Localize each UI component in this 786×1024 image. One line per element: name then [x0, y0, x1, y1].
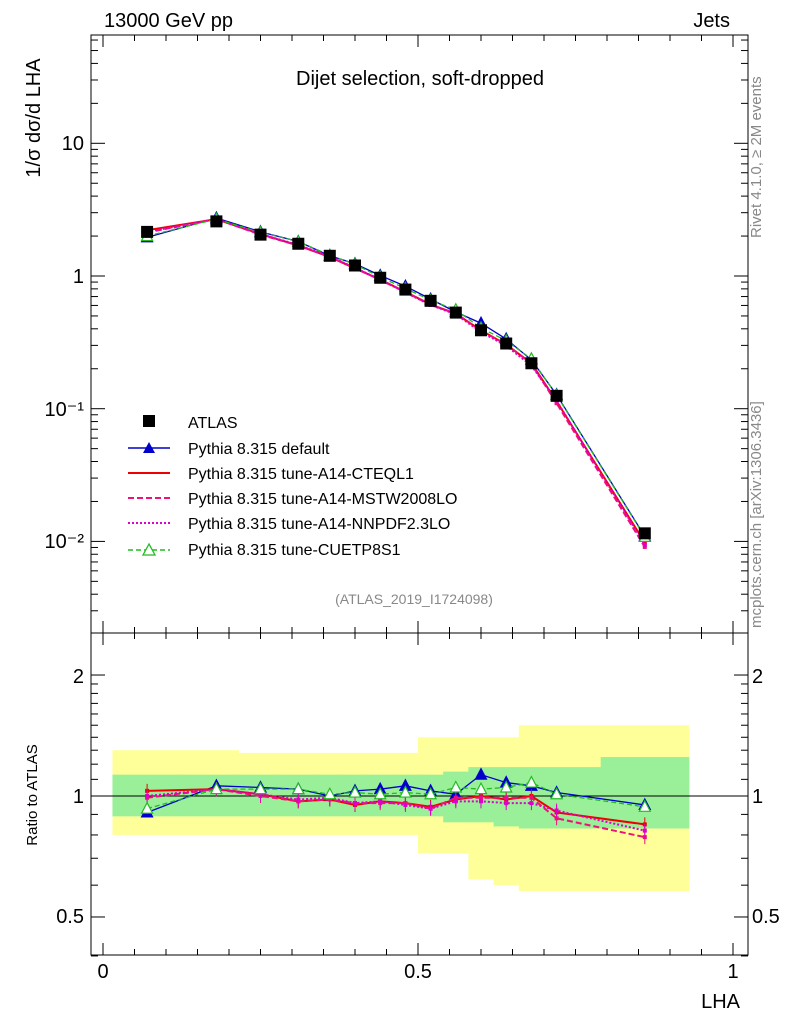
main-ylabel: 1/σ dσ/d LHA	[23, 58, 45, 178]
ratio-point-pythia-8-315-tune-cuetp8s1-3	[291, 781, 305, 795]
legend-label-atlas: ATLAS	[188, 415, 238, 432]
legend-label-default: Pythia 8.315 default	[188, 441, 330, 458]
main-tick-0.1: 10⁻¹	[45, 399, 85, 421]
data-point-atlas-10	[475, 324, 487, 337]
legend-marker-atlas	[143, 415, 155, 427]
ratio-point-pythia-8-315-tune-cuetp8s1-9	[449, 780, 463, 793]
ratio-frame	[90, 632, 749, 956]
data-point-atlas-5	[349, 259, 361, 272]
ratio-ylabel: Ratio to ATLAS	[24, 744, 41, 845]
side-label-top: Rivet 4.1.0, ≥ 2M events	[748, 76, 765, 238]
ratio-tick-0.5-right: 0.5	[752, 906, 780, 928]
analysis-id: (ATLAS_2019_I1724098)	[335, 591, 493, 607]
data-point-atlas-14	[638, 527, 651, 540]
x-axis-label: LHA	[701, 991, 741, 1013]
x-tick-0.5: 0.5	[404, 961, 432, 983]
ratio-tick-1-left: 1	[73, 786, 84, 808]
main-line-pythia-8-315-tune-cuetp8s1	[146, 218, 646, 538]
ratio-point-pythia-8-315-tune-cuetp8s1-14	[638, 799, 652, 812]
data-point-atlas-0	[141, 225, 154, 238]
ratio-point-pythia-8-315-tune-cuetp8s1-13	[550, 786, 564, 800]
legend-marker-cuetp8s1	[141, 542, 157, 556]
ratio-point-pythia-8-315-tune-cuetp8s1-6	[373, 786, 387, 800]
legend-label-mstw: Pythia 8.315 tune-A14-MSTW2008LO	[188, 491, 457, 508]
main-point-pythia-8-315-tune-a14-cteql1-14	[642, 540, 647, 545]
header-left: 13000 GeV pp	[104, 10, 233, 32]
ratio-line-pythia-8-315-tune-cuetp8s1	[146, 781, 645, 810]
ratio-tick-2-left: 2	[73, 666, 84, 688]
main-tick-1: 1	[73, 266, 84, 288]
ratio-tick-0.5-left: 0.5	[56, 906, 84, 928]
ratio-point-pythia-8-315-tune-cuetp8s1-0	[140, 801, 154, 814]
main-point-pythia-8-315-tune-a14-mstw2008lo-13	[554, 401, 559, 406]
ratio-point-pythia-8-315-tune-cuetp8s1-10	[474, 781, 488, 795]
data-point-atlas-2	[254, 228, 267, 241]
data-point-atlas-3	[292, 237, 305, 250]
ratio-point-pythia-8-315-tune-cuetp8s1-8	[424, 786, 438, 800]
legend: ATLAS Pythia 8.315 default Pythia 8.315 …	[128, 415, 457, 559]
x-tick-0: 0	[97, 961, 108, 983]
data-point-atlas-11	[500, 337, 513, 350]
data-point-atlas-7	[399, 283, 412, 296]
ratio-point-pythia-8-315-tune-cuetp8s1-12	[524, 775, 538, 788]
legend-label-cuetp8s1: Pythia 8.315 tune-CUETP8S1	[188, 542, 401, 559]
main-line-pythia-8-315-default	[146, 217, 646, 537]
ratio-tick-1-right: 1	[752, 786, 763, 808]
data-point-atlas-8	[424, 294, 437, 307]
ratio-point-pythia-8-315-default-10	[474, 767, 488, 780]
ratio-tick-2-right: 2	[752, 666, 763, 688]
header-right: Jets	[693, 10, 730, 32]
side-label-bottom: mcplots.cern.ch [arXiv:1306.3436]	[748, 401, 765, 628]
ratio-line-pythia-8-315-tune-a14-mstw2008lo	[146, 788, 646, 839]
ratio-panel: 2 1 0.5 2 1 0.5 0 0.5 1	[56, 632, 780, 983]
data-point-atlas-12	[525, 357, 538, 370]
legend-label-nnpdf: Pythia 8.315 tune-A14-NNPDF2.3LO	[188, 516, 450, 533]
ratio-point-pythia-8-315-tune-cuetp8s1-1	[209, 781, 223, 795]
ratio-point-pythia-8-315-tune-cuetp8s1-11	[499, 780, 513, 793]
main-point-pythia-8-315-tune-a14-mstw2008lo-14	[642, 544, 647, 549]
main-tick-10: 10	[62, 133, 84, 155]
ratio-point-pythia-8-315-tune-cuetp8s1-7	[398, 785, 412, 798]
x-tick-1: 1	[727, 961, 738, 983]
legend-marker-default	[143, 442, 155, 453]
data-point-atlas-4	[323, 249, 336, 262]
ratio-point-pythia-8-315-tune-cuetp8s1-5	[348, 785, 362, 798]
data-band-inner-14	[600, 757, 690, 829]
data-point-atlas-13	[550, 389, 563, 402]
data-point-atlas-9	[449, 306, 462, 319]
ratio-point-pythia-8-315-tune-cuetp8s1-2	[254, 781, 267, 795]
main-point-pythia-8-315-tune-a14-nnpdf2-3lo-14	[642, 542, 647, 547]
legend-label-cteql1: Pythia 8.315 tune-A14-CTEQL1	[188, 466, 414, 483]
ratio-point-pythia-8-315-tune-cuetp8s1-4	[323, 786, 337, 800]
data-point-atlas-6	[374, 271, 387, 284]
main-tick-0.01: 10⁻²	[45, 531, 85, 553]
data-point-atlas-1	[210, 215, 223, 228]
plot-annotation: Dijet selection, soft-dropped	[296, 68, 544, 90]
